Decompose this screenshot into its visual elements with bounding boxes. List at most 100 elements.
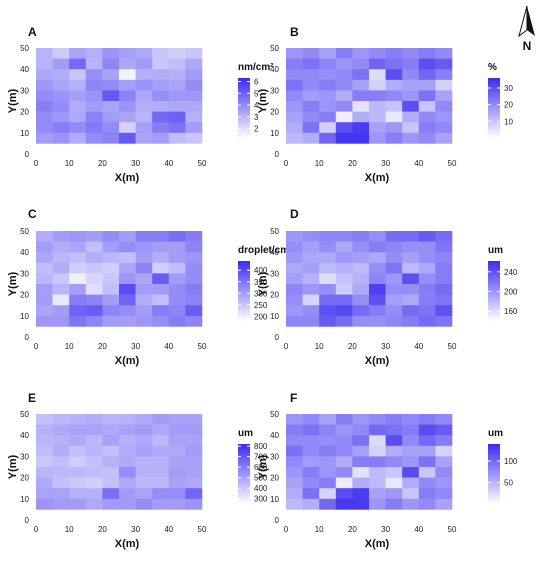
heatmap-cell xyxy=(286,262,303,274)
heatmap-cell xyxy=(69,284,87,295)
heatmap-cell xyxy=(102,445,120,457)
heatmap-cell xyxy=(36,132,53,144)
heatmap-cell xyxy=(319,132,337,144)
x-tick-label: 20 xyxy=(98,159,107,168)
heatmap-cell xyxy=(185,498,203,510)
heatmap-cell xyxy=(435,262,453,274)
heatmap-cell xyxy=(185,294,203,306)
heatmap-cell xyxy=(69,90,87,102)
heatmap-cell xyxy=(152,69,170,81)
heatmap-cell xyxy=(168,477,186,489)
heatmap-cell xyxy=(119,132,136,144)
heatmap-cell xyxy=(185,79,203,91)
x-tick-label: 20 xyxy=(98,342,107,351)
heatmap-cell xyxy=(85,315,103,327)
heatmap-cell xyxy=(36,294,53,306)
heatmap-cell xyxy=(168,305,186,317)
heatmap-cell xyxy=(85,132,103,144)
heatmap-cell xyxy=(69,488,87,500)
heatmap-cell xyxy=(369,69,386,81)
heatmap-cell xyxy=(168,231,186,242)
heatmap-cell xyxy=(418,273,436,285)
heatmap-cell xyxy=(418,284,436,295)
heatmap-cell xyxy=(418,424,436,436)
heatmap-cell xyxy=(152,273,170,285)
heatmap-cell xyxy=(319,111,337,123)
x-tick-label: 20 xyxy=(348,525,357,534)
heatmap-cell xyxy=(119,101,136,112)
heatmap-cell xyxy=(369,79,386,91)
heatmap-cell xyxy=(52,231,70,242)
heatmap-cell xyxy=(119,69,136,81)
heatmap-cell xyxy=(135,315,153,327)
heatmap-cell xyxy=(302,262,320,274)
heatmap-cell xyxy=(152,414,170,425)
heatmap-cell xyxy=(435,132,453,144)
heatmap-cell xyxy=(36,477,53,489)
x-tick-label: 0 xyxy=(284,342,289,351)
x-tick-label: 10 xyxy=(65,159,74,168)
legend-tick-label: 250 xyxy=(254,301,268,310)
heatmap-cell xyxy=(36,241,53,253)
heatmap-cell xyxy=(352,69,370,81)
legend-tick-label: 3 xyxy=(254,113,259,122)
heatmap-cell xyxy=(319,284,337,295)
heatmap-cell xyxy=(102,231,120,242)
heatmap-cell xyxy=(36,488,53,500)
x-tick-label: 10 xyxy=(315,525,324,534)
heatmap-cell xyxy=(335,48,353,59)
heatmap-cell xyxy=(52,435,70,447)
heatmap-cell xyxy=(385,315,403,327)
heatmap-cell xyxy=(335,498,353,510)
heatmap-cell xyxy=(385,294,403,306)
y-tick-label: 0 xyxy=(25,333,30,342)
heatmap-cell xyxy=(319,262,337,274)
heatmap-cell xyxy=(119,252,136,264)
x-tick-label: 30 xyxy=(131,525,140,534)
heatmap-cell xyxy=(369,477,386,489)
heatmap-cell xyxy=(402,241,420,253)
x-tick-label: 10 xyxy=(65,525,74,534)
legend-title: um xyxy=(488,428,503,439)
heatmap-cell xyxy=(168,467,186,478)
heatmap-cell xyxy=(286,111,303,123)
heatmap-cell xyxy=(85,414,103,425)
legend-tick-label: 300 xyxy=(254,289,268,298)
heatmap-cell xyxy=(369,435,386,447)
legend-tick-label: 6 xyxy=(254,78,259,87)
heatmap-cell xyxy=(369,241,386,253)
heatmap-cell xyxy=(102,435,120,447)
heatmap-cell xyxy=(135,488,153,500)
x-axis-title: X(m) xyxy=(115,538,140,550)
heatmap-cell xyxy=(335,132,353,144)
heatmap-cell xyxy=(286,477,303,489)
heatmap-cell xyxy=(402,231,420,242)
heatmap-cell xyxy=(152,132,170,144)
heatmap-cell xyxy=(102,69,120,81)
heatmap-cell xyxy=(168,90,186,102)
heatmap-cell xyxy=(385,111,403,123)
heatmap-cell xyxy=(335,284,353,295)
heatmap-cell xyxy=(52,284,70,295)
x-tick-label: 10 xyxy=(315,159,324,168)
heatmap-cell xyxy=(185,241,203,253)
heatmap-cell xyxy=(369,498,386,510)
heatmap-cell xyxy=(52,488,70,500)
x-tick-label: 0 xyxy=(284,525,289,534)
heatmap-panel-b: B 0 10 20 30 40 50 0 10 20 30 40 50 X(m) Y(m)% 10 20 30 xyxy=(257,25,513,184)
heatmap-cell xyxy=(135,262,153,274)
heatmap-cell xyxy=(302,315,320,327)
heatmap-cell xyxy=(152,294,170,306)
heatmap-cell xyxy=(102,456,120,468)
heatmap-cell xyxy=(369,284,386,295)
heatmap-cell xyxy=(152,252,170,264)
heatmap-cell xyxy=(418,262,436,274)
heatmap-cell xyxy=(385,488,403,500)
heatmap-cell xyxy=(418,69,436,81)
heatmap-cell xyxy=(102,414,120,425)
heatmap-cell xyxy=(69,294,87,306)
heatmap-cell xyxy=(335,90,353,102)
x-tick-label: 10 xyxy=(315,342,324,351)
heatmap-cell xyxy=(369,101,386,112)
heatmap-cell xyxy=(335,445,353,457)
